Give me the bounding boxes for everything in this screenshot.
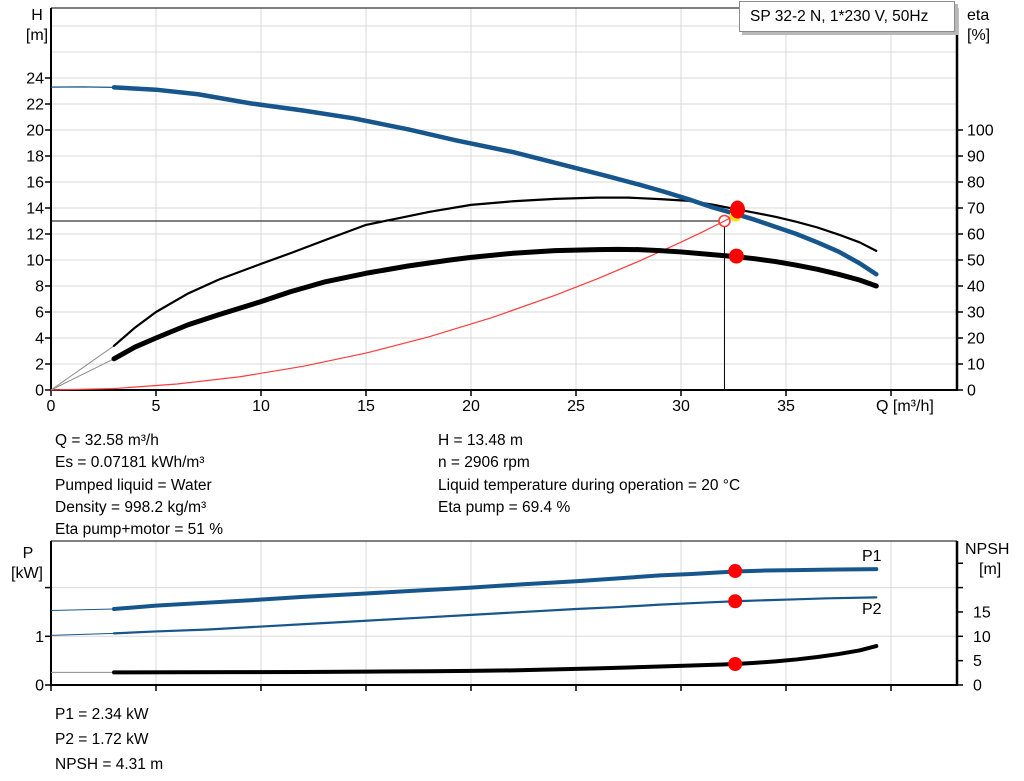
y-left-tick-label: 18 (26, 149, 44, 166)
axis-label-npsh: NPSH (965, 541, 1009, 558)
y-right-tick-label: 15 (973, 604, 991, 621)
y-left-tick-label: 16 (26, 175, 44, 192)
pump-title: SP 32-2 N, 1*230 V, 50Hz (750, 8, 929, 25)
y-left-tick-label: 1 (35, 629, 44, 646)
axis-label-eta: eta (967, 7, 989, 24)
x-tick-label: 5 (152, 398, 161, 415)
y-left-tick-label: 0 (35, 678, 44, 695)
y-left-tick-label: 6 (35, 305, 44, 322)
y-left-tick-label: 12 (26, 227, 44, 244)
p1-curve-lead (50, 608, 115, 611)
axis-label--m-: [m] (979, 561, 1001, 578)
pump-curve-lead (50, 86, 115, 88)
axis-label-p1: P1 (862, 548, 882, 565)
p1-curve (112, 567, 879, 612)
y-right-tick-label: 80 (967, 175, 985, 192)
x-tick-label: 15 (357, 398, 375, 415)
y-left-tick-label: 20 (26, 123, 44, 140)
y-right-tick-label: 5 (973, 653, 982, 670)
info-line-eta-pump: Eta pump = 69.4 % (438, 498, 571, 516)
p2-curve-lead (50, 632, 115, 636)
p2-curve (112, 596, 878, 635)
operating-data-right: H = 13.48 m n = 2906 rpm Liquid temperat… (438, 430, 740, 519)
operating-data-left: Q = 32.58 m³/h Es = 0.07181 kWh/m³ Pumpe… (55, 430, 223, 541)
axis-label-p: P (23, 545, 34, 562)
eta-pump-marker[interactable] (729, 200, 745, 219)
qh-eta-chart: 0 5 10 15 20 25 30 3502468101214161820222401020… (26, 7, 994, 415)
axis-label-h: H (31, 7, 43, 24)
y-right-tick-label: 30 (967, 305, 985, 322)
axis-label--kw-: [kW] (11, 565, 43, 582)
eta-pump-motor-marker[interactable] (728, 248, 744, 264)
y-left-tick-label: 4 (35, 331, 44, 348)
info-line-n: n = 2906 rpm (438, 454, 530, 472)
y-left-tick-label: 22 (26, 97, 44, 114)
y-left-tick-label: 2 (35, 357, 44, 374)
y-right-tick-label: 70 (967, 201, 985, 218)
npsh-curve (112, 644, 879, 675)
eta-pump-motor-curve (111, 246, 879, 362)
eta-pump-motor-curve-lead (50, 358, 115, 391)
info-line-p1: P1 = 2.34 kW (55, 706, 149, 723)
y-left-tick-label: 10 (26, 253, 44, 270)
pump-curve (111, 85, 879, 277)
y-right-tick-label: 0 (973, 678, 982, 695)
info-line-h: H = 13.48 m (438, 432, 523, 449)
info-line-density: Density = 998.2 kg/m³ (55, 498, 207, 516)
axis-label--m-: [m] (26, 27, 48, 44)
y-right-tick-label: 90 (967, 149, 985, 166)
x-tick-label: 35 (777, 398, 795, 415)
npsh-marker[interactable] (728, 657, 743, 672)
p2-marker[interactable] (728, 594, 743, 609)
pump-title-box: SP 32-2 N, 1*230 V, 50Hz (739, 1, 955, 32)
p1-marker[interactable] (728, 564, 743, 579)
info-line-liquid: Pumped liquid = Water (55, 476, 212, 494)
info-line-q: Q = 32.58 m³/h (55, 432, 159, 449)
y-left-tick-label: 14 (26, 201, 44, 218)
info-line-es: Es = 0.07181 kWh/m³ (55, 454, 205, 472)
y-right-tick-label: 10 (973, 629, 991, 646)
y-right-tick-label: 100 (967, 122, 994, 139)
system-curve (50, 214, 738, 391)
eta-pump-curve (112, 196, 878, 347)
x-tick-label: 30 (672, 398, 690, 415)
power-data: P1 = 2.34 kW P2 = 1.72 kW NPSH = 4.31 m (55, 703, 163, 778)
y-left-tick-label: 8 (35, 279, 44, 296)
x-tick-label: 0 (47, 398, 56, 415)
y-right-tick-label: 20 (967, 331, 985, 348)
info-line-temperature: Liquid temperature during operation = 20… (438, 476, 741, 494)
info-line-eta-pump-motor: Eta pump+motor = 51 % (55, 521, 224, 539)
axis-label-q-m-h-: Q [m³/h] (876, 398, 934, 415)
y-right-tick-label: 60 (967, 227, 985, 244)
eta-pump-curve-lead (50, 345, 115, 391)
y-right-tick-label: 10 (967, 357, 985, 374)
y-right-tick-label: 40 (967, 279, 985, 296)
requested-duty-point-marker[interactable] (718, 214, 731, 228)
x-tick-label: 20 (462, 398, 480, 415)
x-tick-label: 25 (567, 398, 585, 415)
y-left-tick-label: 0 (35, 383, 44, 400)
x-tick-label: 10 (252, 398, 270, 415)
info-line-p2: P2 = 1.72 kW (55, 730, 149, 748)
info-line-npsh: NPSH = 4.31 m (55, 755, 164, 773)
y-right-tick-label: 50 (967, 253, 985, 270)
axis-label--: [%] (967, 27, 990, 44)
y-right-tick-label: 0 (967, 383, 976, 400)
axis-label-p2: P2 (862, 601, 882, 618)
y-left-tick-label: 24 (26, 71, 44, 88)
